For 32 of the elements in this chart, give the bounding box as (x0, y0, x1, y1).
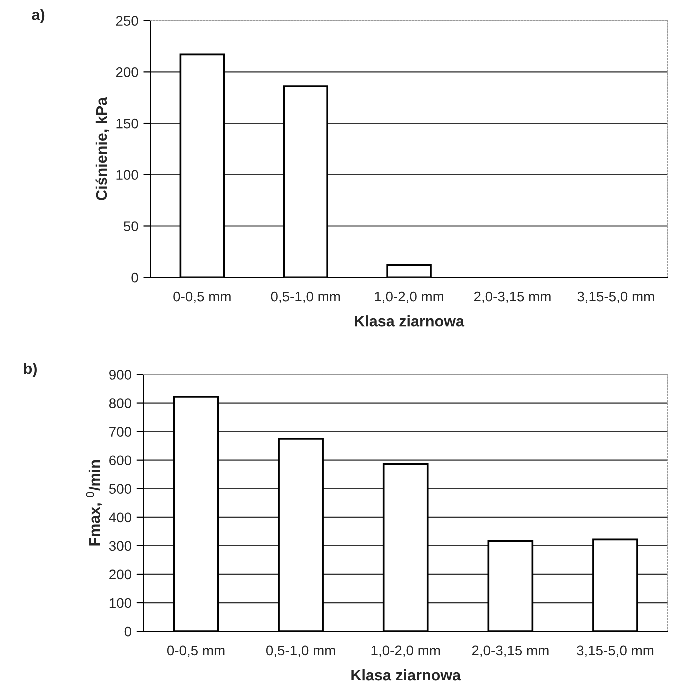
y-tick-label: 200 (110, 570, 132, 580)
y-tick-label: 150 (116, 118, 138, 129)
x-tick-label: 0,5-1,0 mm (266, 646, 336, 658)
y-tick-label: 250 (116, 16, 138, 26)
chart-title: a) (32, 9, 45, 24)
y-tick-label: 600 (110, 456, 132, 466)
y-tick-label: 100 (110, 598, 132, 608)
y-axis-title: Ciśnienie, kPa (96, 97, 110, 200)
x-tick-label: 2,0-3,15 mm (474, 292, 551, 304)
x-tick-label: 3,15-5,0 mm (577, 646, 654, 658)
x-tick-label: 0-0,5 mm (174, 292, 231, 304)
y-tick-label: 900 (110, 370, 132, 380)
x-tick-label: 1,0-2,0 mm (372, 646, 440, 658)
y-tick-label: 300 (109, 541, 132, 552)
x-tick-label: 1,0-2,0 mm (375, 292, 444, 304)
chart-title: b) (24, 363, 37, 378)
y-tick-label: 800 (109, 398, 132, 408)
x-tick-label: 2,0-3,15 mm (472, 646, 549, 658)
x-tick-label: 3,15-5,0 mm (578, 292, 654, 304)
y-tick-label: 700 (110, 427, 132, 437)
y-tick-label: 0 (132, 272, 138, 283)
x-tick-label: 0-0,5 mm (167, 646, 225, 658)
y-tick-label: 50 (124, 222, 138, 232)
x-axis-title: Klasa ziarnowa (355, 316, 465, 327)
y-tick-label: 100 (116, 170, 138, 180)
y-tick-label: 200 (116, 68, 138, 78)
y-tick-label: 400 (109, 512, 132, 523)
y-axis-title: Fmax, $^{0}$/min (86, 460, 102, 546)
x-tick-label: 0,5-1,0 mm (271, 292, 340, 304)
y-tick-label: 0 (124, 626, 132, 637)
y-tick-label: 500 (109, 484, 132, 494)
x-axis-title: Klasa ziarnowa (352, 669, 462, 681)
